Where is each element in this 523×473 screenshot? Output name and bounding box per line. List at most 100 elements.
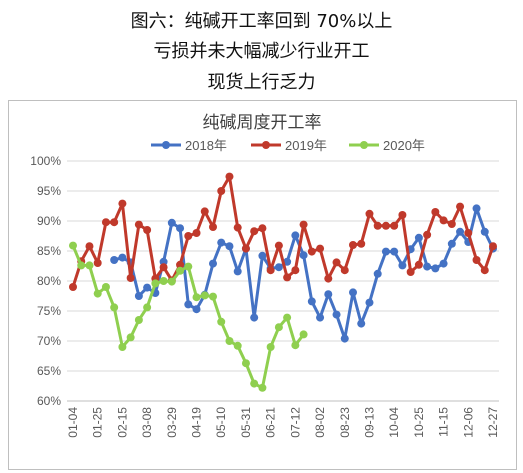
data-point bbox=[307, 247, 316, 256]
data-point bbox=[299, 330, 308, 339]
data-point bbox=[134, 220, 143, 229]
data-point bbox=[266, 343, 275, 351]
data-point bbox=[258, 251, 267, 260]
legend-item: 2019年 bbox=[251, 138, 327, 153]
data-point bbox=[431, 264, 440, 273]
data-point bbox=[489, 242, 497, 251]
data-point bbox=[200, 207, 209, 216]
data-point bbox=[93, 289, 102, 298]
y-tick-label: 80% bbox=[37, 274, 61, 288]
legend: 2018年 2019年 2020年 bbox=[151, 138, 425, 153]
x-tick-label: 01-25 bbox=[91, 407, 105, 438]
series-2020年 bbox=[69, 241, 308, 392]
data-point bbox=[151, 279, 160, 288]
data-point bbox=[390, 221, 399, 230]
data-point bbox=[299, 220, 308, 229]
data-point bbox=[423, 230, 432, 239]
data-point bbox=[250, 379, 259, 388]
data-point bbox=[456, 202, 465, 211]
data-point bbox=[472, 204, 481, 213]
legend-item: 2018年 bbox=[151, 138, 227, 153]
data-point bbox=[192, 229, 201, 237]
x-axis: 01-04 01-25 02-15 03-08 03-29 04-19 05-10 05-31… bbox=[66, 400, 500, 438]
data-point bbox=[101, 218, 110, 227]
data-point bbox=[134, 316, 143, 324]
data-point bbox=[110, 303, 119, 312]
data-point bbox=[217, 238, 226, 247]
data-point bbox=[439, 259, 448, 268]
data-point bbox=[118, 343, 127, 351]
data-point bbox=[439, 216, 448, 225]
data-point bbox=[340, 266, 349, 275]
data-point bbox=[373, 221, 382, 230]
data-point bbox=[431, 208, 440, 216]
x-tick-label: 08-23 bbox=[338, 407, 352, 438]
x-tick-label: 05-10 bbox=[214, 407, 228, 438]
data-point bbox=[69, 283, 77, 291]
y-tick-label: 70% bbox=[37, 334, 61, 348]
data-point bbox=[274, 241, 283, 250]
data-point bbox=[456, 227, 465, 236]
data-point bbox=[447, 239, 456, 248]
data-point bbox=[324, 274, 333, 283]
series-group bbox=[69, 172, 497, 392]
line-chart: 纯碱周度开工率 60% 65% 70% 75% 80% 85% 90% 95% 100% 01-… bbox=[30, 113, 500, 438]
x-tick-label: 07-12 bbox=[288, 407, 302, 438]
data-point bbox=[217, 317, 226, 326]
y-tick-label: 65% bbox=[37, 364, 61, 378]
data-point bbox=[184, 232, 193, 240]
data-point bbox=[373, 269, 382, 278]
data-point bbox=[176, 260, 185, 269]
header-line-3: 现货上行乏力 bbox=[207, 72, 316, 93]
data-point bbox=[110, 218, 119, 227]
x-tick-label: 06-21 bbox=[264, 407, 278, 438]
data-point bbox=[472, 256, 481, 264]
legend-swatch-marker bbox=[360, 141, 368, 149]
data-point bbox=[332, 310, 341, 319]
data-point bbox=[250, 227, 259, 236]
chart-frame: 纯碱周度开工率 60% 65% 70% 75% 80% 85% 90% 95% 100% 01-… bbox=[8, 100, 517, 470]
data-point bbox=[167, 218, 176, 227]
data-point bbox=[332, 258, 341, 267]
x-tick-label: 04-19 bbox=[190, 407, 204, 438]
data-point bbox=[217, 187, 226, 195]
data-point bbox=[134, 292, 143, 300]
x-tick-label: 10-04 bbox=[387, 407, 401, 438]
y-tick-label: 90% bbox=[37, 214, 61, 228]
data-point bbox=[143, 226, 152, 234]
x-tick-label: 12-27 bbox=[486, 407, 500, 438]
data-point bbox=[225, 172, 234, 181]
data-point bbox=[480, 266, 489, 275]
header-line-2: 亏损并未大幅减少行业开工 bbox=[153, 41, 370, 62]
data-point bbox=[143, 283, 152, 292]
data-point bbox=[101, 283, 110, 291]
legend-label: 2019年 bbox=[285, 138, 327, 153]
data-point bbox=[176, 266, 185, 275]
header-line-1: 图六：纯碱开工率回到 70%以上 bbox=[130, 11, 393, 32]
data-point bbox=[118, 253, 127, 262]
legend-swatch-marker bbox=[262, 141, 270, 149]
series-line bbox=[71, 175, 495, 288]
y-tick-label: 85% bbox=[37, 244, 61, 258]
data-point bbox=[200, 291, 209, 300]
data-point bbox=[349, 241, 357, 249]
data-point bbox=[192, 305, 201, 314]
legend-item: 2020年 bbox=[349, 138, 425, 153]
data-point bbox=[340, 334, 349, 343]
data-point bbox=[184, 300, 193, 309]
data-point bbox=[381, 247, 390, 256]
data-point bbox=[291, 341, 300, 350]
y-tick-label: 100% bbox=[30, 154, 61, 168]
data-point bbox=[316, 313, 325, 322]
data-point bbox=[291, 231, 300, 240]
data-point bbox=[69, 241, 77, 250]
chart-title: 纯碱周度开工率 bbox=[203, 113, 322, 132]
x-tick-label: 05-31 bbox=[239, 407, 253, 438]
data-point bbox=[159, 277, 168, 285]
data-point bbox=[316, 244, 325, 253]
data-point bbox=[159, 263, 168, 272]
data-point bbox=[274, 323, 283, 332]
data-point bbox=[85, 261, 94, 270]
data-point bbox=[447, 220, 456, 228]
data-point bbox=[233, 341, 242, 350]
